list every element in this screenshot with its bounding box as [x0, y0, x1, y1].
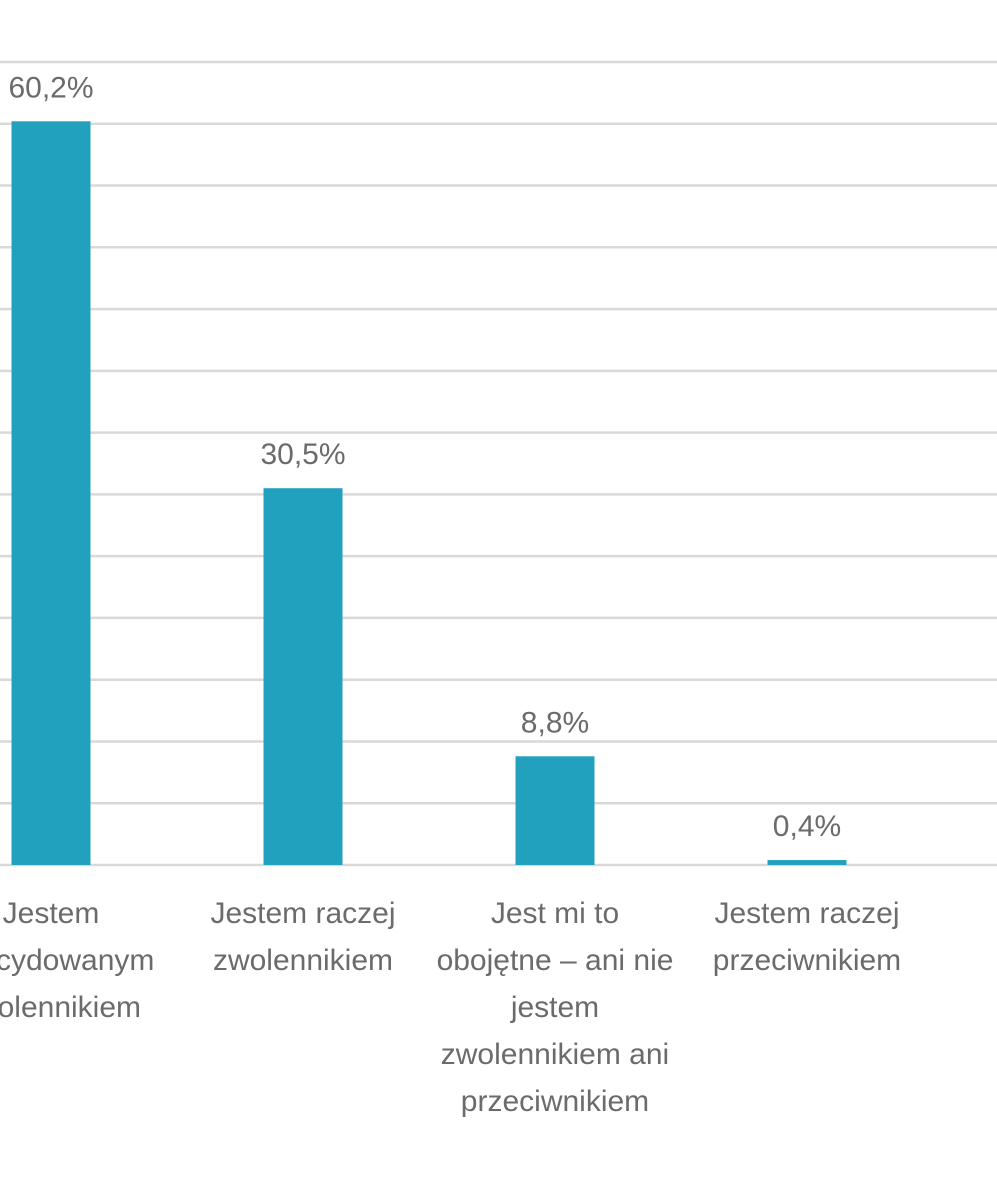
value-label: 8,8%: [521, 706, 589, 739]
bar: [11, 121, 91, 865]
x-tick-label: Jestem raczej zwolennikiem: [210, 897, 396, 977]
value-label: 30,5%: [260, 438, 345, 471]
bar: [263, 488, 343, 865]
x-label-box: Jestem raczej zwolennikiem: [210, 897, 396, 977]
value-label: 0,4%: [773, 810, 841, 843]
x-label-box: Jestem raczej przeciwnikiem: [712, 897, 902, 977]
bar: [515, 756, 595, 865]
bar: [767, 860, 847, 865]
x-tick-label: Jest mi to obojętne – ani nie jestem zwo…: [436, 897, 674, 1118]
x-label-box: Jest mi to obojętne – ani nie jestem zwo…: [436, 897, 674, 1118]
value-label: 60,2%: [8, 71, 93, 104]
x-tick-label: Jestem zdecydowanym zwolennikiem: [0, 897, 155, 1024]
x-tick-label: Jestem raczej przeciwnikiem: [712, 897, 902, 977]
x-label-box: Jestem zdecydowanym zwolennikiem: [0, 897, 155, 1024]
